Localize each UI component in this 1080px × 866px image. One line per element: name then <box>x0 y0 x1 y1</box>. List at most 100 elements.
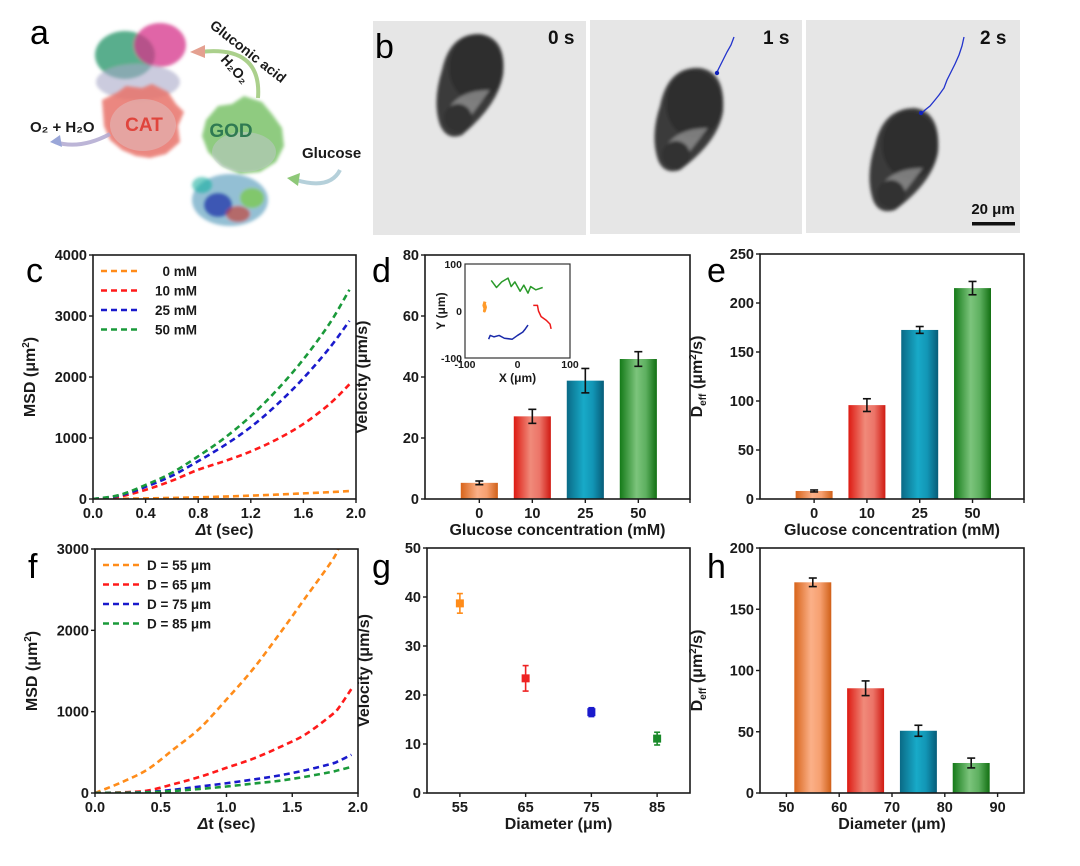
inset-y-axis-label: Y (μm) <box>434 292 448 329</box>
chart-f: f D = 55 μm D = 65 μm D = 75 μm D = 85 μm 0 10… <box>23 542 368 833</box>
x-axis-label: Δt (sec) <box>197 816 256 833</box>
x-tick-label: 1.0 <box>216 800 236 816</box>
god-label: GOD <box>209 121 252 142</box>
arrow-head-right-icon <box>287 173 300 186</box>
legend-label: 10 mM <box>155 284 197 299</box>
panel-label-h: h <box>707 548 726 586</box>
panel-label-b: b <box>375 28 394 66</box>
x-tick-label: 80 <box>937 800 953 816</box>
trajectory-line <box>716 36 735 74</box>
chart-e: e 0 10 25 50 0 50 100 150 200 250 Glucose concentra… <box>688 247 1025 539</box>
y-tick-label: 80 <box>403 248 419 264</box>
bar <box>847 688 885 793</box>
scale-bar-label: 20 μm <box>971 201 1014 218</box>
bar <box>899 730 937 793</box>
micrograph-frame-0: 0 s b <box>373 21 586 235</box>
bar <box>954 288 991 499</box>
y-tick-label: 60 <box>403 309 419 325</box>
y-tick-label: 100 <box>730 394 754 410</box>
data-point <box>587 708 596 717</box>
inset-frame <box>464 263 571 359</box>
cat-enzyme: CAT <box>102 84 184 158</box>
chart-h: h 0 50 100 150 200 50 60 70 80 90 Diameter (μm) Deff… <box>688 541 1025 833</box>
x-tick-label: 0.5 <box>151 800 171 816</box>
inset-x-tick-label: 0 <box>515 359 521 371</box>
x-axis-label: Diameter (μm) <box>505 816 613 833</box>
y-tick-label: 0 <box>413 786 421 802</box>
y-tick-label: 50 <box>405 541 421 557</box>
y-tick-label: 10 <box>405 737 421 753</box>
series-line-0 <box>93 489 350 499</box>
x-tick-label: 0.4 <box>136 506 156 522</box>
y-axis-label: MSD (μm2) <box>21 337 39 417</box>
chart-g: g 0 10 20 30 40 50 55 65 75 85 Diameter (μm) Velocit… <box>356 541 691 833</box>
x-tick-label: 0.0 <box>85 800 105 816</box>
x-tick-label: 10 <box>524 506 540 522</box>
series-line-2 <box>95 753 353 793</box>
legend-label: 25 mM <box>155 303 197 318</box>
panel-label-g: g <box>372 548 391 586</box>
bar <box>513 416 551 499</box>
x-tick-label: 75 <box>583 800 599 816</box>
y-tick-label: 150 <box>730 345 754 361</box>
micrograph-frame-2: 2 s 20 μm <box>806 20 1020 233</box>
y-tick-label: 4000 <box>55 248 87 264</box>
x-tick-label: 50 <box>964 506 980 522</box>
inset-y-tick-label: -100 <box>441 353 462 365</box>
x-tick-label: 55 <box>452 800 468 816</box>
x-tick-label: 1.5 <box>282 800 302 816</box>
x-tick-label: 90 <box>990 800 1006 816</box>
x-tick-label: 2.0 <box>348 800 368 816</box>
series-line-2 <box>93 320 351 499</box>
y-axis-label: Deff (μm2/s) <box>688 630 709 712</box>
inset-y-tick-label: 100 <box>444 259 462 271</box>
cat-label: CAT <box>125 115 163 136</box>
x-tick-label: 0 <box>475 506 483 522</box>
y-axis-label: Deff (μm2/s) <box>688 336 709 418</box>
y-tick-label: 1000 <box>57 705 89 721</box>
series-line-1 <box>93 383 351 499</box>
x-tick-label: 50 <box>778 800 794 816</box>
panel-label-d: d <box>372 252 391 290</box>
y-axis-label: Velocity (μm/s) <box>356 614 373 727</box>
y-tick-label: 100 <box>730 664 754 680</box>
legend-label: D = 85 μm <box>147 617 211 632</box>
bar <box>901 329 939 499</box>
bar <box>795 490 833 499</box>
x-tick-label: 50 <box>630 506 646 522</box>
y-tick-label: 3000 <box>55 309 87 325</box>
x-tick-label: 85 <box>649 800 665 816</box>
y-tick-label: 50 <box>738 443 754 459</box>
bar <box>566 380 604 499</box>
x-tick-label: 60 <box>831 800 847 816</box>
product-label: O₂ + H₂O <box>30 119 95 136</box>
x-tick-label: 65 <box>518 800 534 816</box>
legend-label: D = 55 μm <box>147 558 211 573</box>
bar <box>460 482 498 499</box>
chart-d: d 0 10 25 50 0 20 40 60 80 Glucose concentration (… <box>354 248 691 539</box>
x-tick-label: 0 <box>810 506 818 522</box>
inset-x-axis-label: X (μm) <box>499 371 536 385</box>
legend-label: 50 mM <box>155 323 197 338</box>
inset-x-tick-label: 100 <box>561 359 579 371</box>
data-point <box>653 734 662 743</box>
panel-b: 0 s b 1 s 2 s <box>373 20 1020 235</box>
bar <box>619 359 657 499</box>
panel-label-e: e <box>707 252 726 290</box>
series-line-3 <box>93 289 351 499</box>
x-tick-label: 2.0 <box>346 506 366 522</box>
arrow-h2o2-to-cat <box>199 49 261 99</box>
trajectory-1 <box>533 304 552 330</box>
x-axis-label: Diameter (μm) <box>838 816 946 833</box>
x-tick-label: 1.2 <box>241 506 261 522</box>
series-line-3 <box>95 765 352 793</box>
substrate-label: Glucose <box>302 145 361 162</box>
panel-label-f: f <box>28 548 38 586</box>
panel-label-a: a <box>30 14 49 52</box>
y-tick-label: 30 <box>405 639 421 655</box>
trajectory-3 <box>490 277 543 294</box>
legend-label: D = 75 μm <box>147 597 211 612</box>
trajectory-line <box>921 36 965 114</box>
y-tick-label: 0 <box>81 786 89 802</box>
